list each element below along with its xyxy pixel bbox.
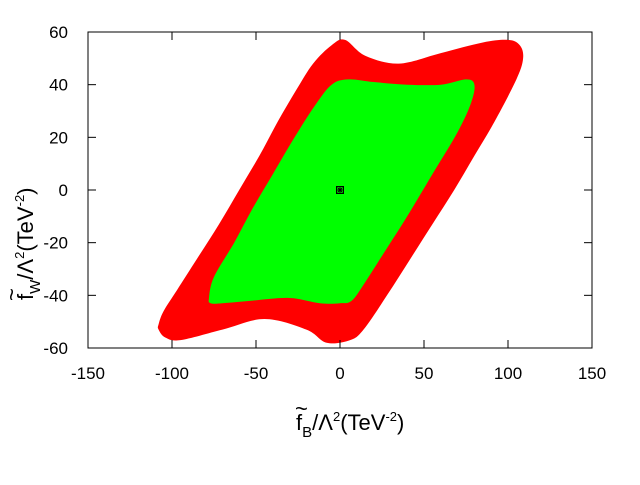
y-axis-label-unit-exp: -2 <box>12 195 27 207</box>
x-axis-label-unit-exp: -2 <box>385 409 397 424</box>
x-axis-label-lambda: Λ <box>318 410 333 435</box>
x-axis-label-unit-close: ) <box>397 410 404 435</box>
x-tick-label: -50 <box>244 364 269 383</box>
y-tick-label: -20 <box>43 234 68 253</box>
y-tick-label: 40 <box>49 76 68 95</box>
plot-regions <box>157 39 524 344</box>
x-tick-label: 50 <box>415 364 434 383</box>
x-tick-label: -100 <box>155 364 189 383</box>
x-axis-label-f: f <box>296 410 303 435</box>
y-axis-label-power: 2 <box>12 252 27 259</box>
y-axis-label-slash: / <box>13 273 38 280</box>
x-tick-label: 150 <box>578 364 606 383</box>
y-axis-label-tilde: ~ <box>0 288 24 301</box>
plot-markers <box>336 186 344 194</box>
y-axis-label-unit-open: (TeV <box>13 206 38 252</box>
tick-labels: -150 -100 -50 0 50 100 150 -60 -40 -20 0 20 40 60 <box>43 23 606 383</box>
y-axis-label: fW/Λ2(TeV-2) <box>12 188 44 301</box>
y-axis-label-group: fW/Λ2(TeV-2) ~ <box>0 188 44 302</box>
y-axis-label-sub: W <box>27 279 44 294</box>
y-axis-label-f: f <box>13 293 38 300</box>
y-axis-label-unit-close: ) <box>13 188 38 195</box>
y-tick-label: -60 <box>43 339 68 358</box>
x-axis-label-unit-open: (TeV <box>340 410 386 435</box>
x-axis-label-power: 2 <box>333 409 340 424</box>
x-axis-label-slash: / <box>312 410 319 435</box>
y-axis-label-lambda: Λ <box>13 259 38 274</box>
x-axis-label: fB/Λ2(TeV-2) <box>296 409 404 441</box>
x-tick-label: 100 <box>494 364 522 383</box>
axis-ticks <box>87 31 593 349</box>
x-axis-label-tilde: ~ <box>295 396 308 421</box>
y-tick-label: 0 <box>59 181 68 200</box>
best-fit-marker <box>336 186 344 194</box>
x-tick-label: -150 <box>71 364 105 383</box>
y-tick-label: 20 <box>49 128 68 147</box>
y-tick-label: -40 <box>43 286 68 305</box>
y-tick-label: 60 <box>49 23 68 42</box>
x-axis-label-sub: B <box>302 424 312 441</box>
x-tick-label: 0 <box>335 364 344 383</box>
